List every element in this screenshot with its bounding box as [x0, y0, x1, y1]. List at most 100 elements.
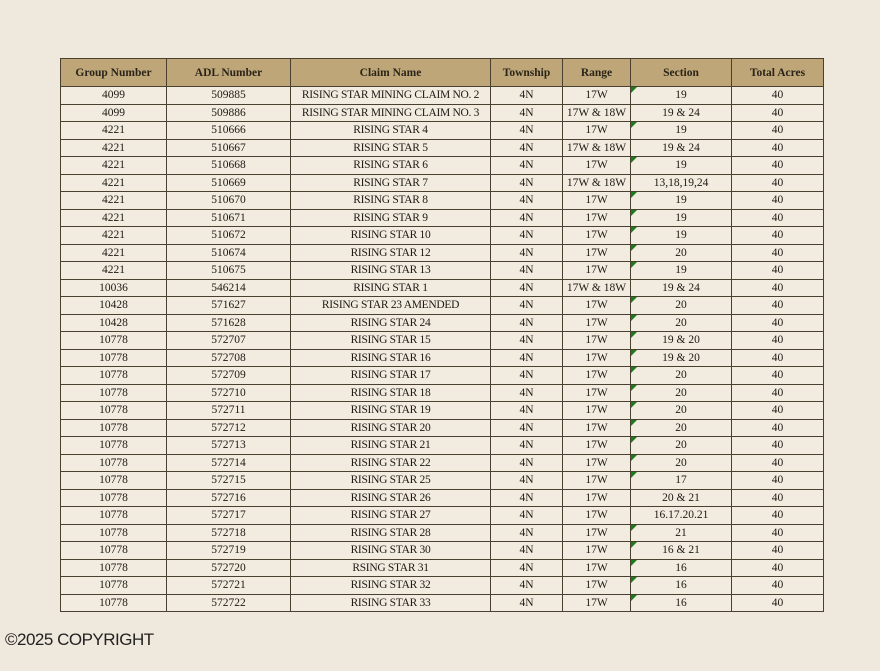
- cell-township: 4N: [490, 401, 563, 420]
- cell-township: 4N: [490, 243, 563, 262]
- cell-township: 4N: [490, 121, 563, 140]
- cell-range: 17W: [562, 331, 631, 350]
- cell-claim-name: RISING STAR 13: [290, 261, 491, 280]
- cell-section: 16 & 21: [630, 541, 732, 560]
- cell-range: 17W: [562, 261, 631, 280]
- table-row: 4099 509886 RISING STAR MINING CLAIM NO. 3…: [60, 103, 824, 122]
- cell-adl-number: 572711: [166, 401, 291, 420]
- table-row: 10778 572707 RISING STAR 15 4N 17W 19 & 20 40: [60, 331, 824, 350]
- cell-section: 13,18,19,24: [630, 173, 732, 192]
- cell-range: 17W: [562, 558, 631, 577]
- cell-township: 4N: [490, 523, 563, 542]
- cell-adl-number: 572715: [166, 471, 291, 490]
- cell-range: 17W: [562, 506, 631, 525]
- cell-range: 17W: [562, 348, 631, 367]
- cell-range: 17W: [562, 541, 631, 560]
- page-content: Group Number ADL Number Claim Name Township…: [0, 58, 880, 650]
- cell-total-acres: 40: [731, 156, 824, 175]
- cell-total-acres: 40: [731, 541, 824, 560]
- cell-claim-name: RISING STAR 33: [290, 593, 491, 612]
- cell-total-acres: 40: [731, 471, 824, 490]
- cell-township: 4N: [490, 173, 563, 192]
- cell-range: 17W: [562, 436, 631, 455]
- cell-range: 17W: [562, 86, 631, 105]
- cell-adl-number: 572716: [166, 488, 291, 507]
- cell-adl-number: 572717: [166, 506, 291, 525]
- cell-township: 4N: [490, 208, 563, 227]
- cell-total-acres: 40: [731, 436, 824, 455]
- cell-section: 16: [630, 576, 732, 595]
- table-row: 10778 572711 RISING STAR 19 4N 17W 20 40: [60, 401, 824, 420]
- column-header-section: Section: [630, 58, 732, 87]
- cell-township: 4N: [490, 383, 563, 402]
- cell-total-acres: 40: [731, 208, 824, 227]
- cell-adl-number: 571627: [166, 296, 291, 315]
- cell-township: 4N: [490, 576, 563, 595]
- cell-township: 4N: [490, 296, 563, 315]
- cell-group-number: 10778: [60, 331, 167, 350]
- cell-range: 17W: [562, 453, 631, 472]
- cell-section: 19: [630, 156, 732, 175]
- column-header-township: Township: [490, 58, 563, 87]
- cell-total-acres: 40: [731, 366, 824, 385]
- cell-section: 19 & 20: [630, 331, 732, 350]
- cell-section: 19: [630, 191, 732, 210]
- cell-group-number: 10778: [60, 471, 167, 490]
- cell-section: 19: [630, 121, 732, 140]
- cell-claim-name: RISING STAR 17: [290, 366, 491, 385]
- cell-total-acres: 40: [731, 226, 824, 245]
- cell-total-acres: 40: [731, 506, 824, 525]
- cell-range: 17W: [562, 418, 631, 437]
- cell-range: 17W: [562, 243, 631, 262]
- cell-range: 17W: [562, 296, 631, 315]
- cell-township: 4N: [490, 488, 563, 507]
- cell-group-number: 4221: [60, 121, 167, 140]
- cell-total-acres: 40: [731, 191, 824, 210]
- cell-township: 4N: [490, 541, 563, 560]
- cell-section: 20: [630, 366, 732, 385]
- cell-group-number: 10778: [60, 506, 167, 525]
- column-header-total-acres: Total Acres: [731, 58, 824, 87]
- cell-section: 17: [630, 471, 732, 490]
- cell-total-acres: 40: [731, 453, 824, 472]
- cell-range: 17W: [562, 121, 631, 140]
- cell-township: 4N: [490, 593, 563, 612]
- cell-range: 17W & 18W: [562, 103, 631, 122]
- cell-claim-name: RISING STAR 23 AMENDED: [290, 296, 491, 315]
- table-row: 4221 510671 RISING STAR 9 4N 17W 19 40: [60, 208, 824, 227]
- cell-claim-name: RSING STAR 31: [290, 558, 491, 577]
- cell-range: 17W: [562, 208, 631, 227]
- cell-group-number: 10778: [60, 366, 167, 385]
- cell-total-acres: 40: [731, 313, 824, 332]
- table-row: 10778 572720 RSING STAR 31 4N 17W 16 40: [60, 558, 824, 577]
- table-row: 10778 572721 RISING STAR 32 4N 17W 16 40: [60, 576, 824, 595]
- table-row: 4221 510666 RISING STAR 4 4N 17W 19 40: [60, 121, 824, 140]
- cell-range: 17W: [562, 313, 631, 332]
- table-row: 4221 510675 RISING STAR 13 4N 17W 19 40: [60, 261, 824, 280]
- cell-claim-name: RISING STAR 5: [290, 138, 491, 157]
- cell-range: 17W: [562, 488, 631, 507]
- cell-section: 20: [630, 296, 732, 315]
- cell-adl-number: 572714: [166, 453, 291, 472]
- cell-section: 20: [630, 418, 732, 437]
- cell-township: 4N: [490, 86, 563, 105]
- cell-section: 20: [630, 453, 732, 472]
- cell-township: 4N: [490, 156, 563, 175]
- cell-township: 4N: [490, 506, 563, 525]
- cell-adl-number: 572713: [166, 436, 291, 455]
- cell-total-acres: 40: [731, 331, 824, 350]
- cell-claim-name: RISING STAR 27: [290, 506, 491, 525]
- cell-claim-name: RISING STAR 16: [290, 348, 491, 367]
- cell-claim-name: RISING STAR 25: [290, 471, 491, 490]
- cell-adl-number: 510675: [166, 261, 291, 280]
- cell-section: 20: [630, 383, 732, 402]
- cell-range: 17W: [562, 226, 631, 245]
- cell-section: 19: [630, 261, 732, 280]
- cell-claim-name: RISING STAR 22: [290, 453, 491, 472]
- table-row: 10778 572716 RISING STAR 26 4N 17W 20 & 21 40: [60, 488, 824, 507]
- cell-township: 4N: [490, 471, 563, 490]
- cell-group-number: 10428: [60, 313, 167, 332]
- cell-township: 4N: [490, 138, 563, 157]
- cell-total-acres: 40: [731, 558, 824, 577]
- cell-section: 16.17.20.21: [630, 506, 732, 525]
